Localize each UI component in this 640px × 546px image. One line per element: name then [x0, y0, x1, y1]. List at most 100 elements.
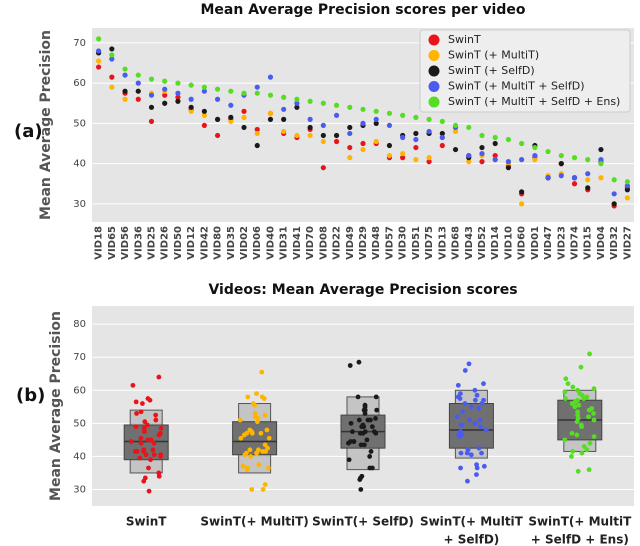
data-point [262, 442, 268, 448]
data-point [468, 404, 474, 410]
legend-marker [428, 96, 440, 108]
data-point [143, 452, 149, 458]
data-point [585, 185, 591, 191]
data-point [492, 157, 498, 163]
x-tick-label: VID22 [332, 226, 343, 260]
data-point [466, 152, 472, 159]
data-point [373, 120, 379, 126]
y-tick-label: 80 [73, 319, 86, 330]
data-point [532, 152, 538, 159]
panel-label: (b) [16, 385, 45, 406]
data-point [346, 457, 352, 463]
data-point [439, 130, 445, 137]
data-point [563, 376, 569, 382]
data-point [369, 424, 375, 430]
data-point [214, 96, 221, 102]
data-point [122, 96, 128, 102]
data-point [356, 417, 362, 423]
data-point [294, 104, 300, 110]
data-point [358, 475, 363, 481]
data-point [373, 108, 379, 114]
data-point [519, 201, 525, 207]
data-point [140, 401, 145, 406]
data-point [479, 401, 485, 406]
data-point [477, 417, 483, 423]
x-tick-label: VID68 [451, 226, 462, 260]
data-point [586, 407, 592, 413]
data-point [175, 98, 181, 104]
data-point [565, 381, 571, 387]
data-point [400, 150, 406, 157]
data-point [247, 427, 253, 433]
data-point [158, 425, 164, 431]
data-point [373, 394, 379, 400]
data-point [362, 402, 368, 408]
x-tick-label: VID01 [530, 226, 541, 260]
data-point [109, 46, 115, 52]
data-point [138, 435, 144, 441]
data-point [267, 92, 274, 98]
data-point [472, 397, 478, 403]
data-point [148, 76, 155, 82]
data-point [386, 110, 393, 116]
legend-marker [428, 50, 440, 61]
data-point [452, 146, 459, 153]
data-point [413, 144, 419, 151]
data-point [133, 424, 139, 430]
x-tick-label: VID47 [543, 226, 554, 260]
data-point [162, 78, 168, 84]
chart-title: Mean Average Precision scores per video [201, 2, 526, 18]
x-tick-label: VID50 [173, 226, 184, 260]
data-point [357, 430, 363, 436]
data-point [249, 430, 255, 436]
data-point [581, 396, 587, 401]
data-point [492, 134, 498, 141]
data-point [320, 138, 326, 145]
legend-marker [428, 65, 440, 77]
data-point [374, 407, 380, 413]
legend-label: SwinT (+ MultiT + SelfD) [448, 80, 585, 93]
x-tick-label: VID27 [622, 226, 633, 260]
data-point [266, 435, 272, 441]
data-point [576, 402, 582, 408]
data-point [333, 132, 340, 139]
data-point [148, 457, 153, 463]
data-point [581, 444, 587, 449]
data-point [585, 171, 591, 177]
data-point [459, 422, 465, 428]
data-point [237, 417, 243, 423]
data-point [294, 132, 300, 139]
data-point [228, 118, 234, 124]
data-point [458, 450, 464, 456]
data-point [141, 447, 147, 453]
data-point [240, 463, 246, 469]
data-point [572, 404, 578, 410]
data-point [256, 462, 262, 468]
x-tick-label: VID41 [292, 226, 303, 260]
data-point [476, 445, 482, 451]
data-point [122, 88, 128, 94]
data-point [571, 181, 578, 187]
data-point [468, 452, 474, 458]
data-point [462, 368, 468, 373]
data-point [188, 96, 194, 102]
data-point [474, 462, 479, 468]
x-tick-label: VID80 [213, 226, 224, 260]
legend-marker [428, 34, 440, 46]
data-point [587, 440, 593, 446]
data-point [241, 114, 247, 120]
data-point [519, 189, 525, 195]
data-point [368, 449, 374, 454]
x-tick-label: SwinT(+ SelfD) [312, 515, 414, 529]
data-point [133, 399, 139, 405]
data-point [356, 359, 362, 365]
x-tick-label: VID74 [570, 226, 581, 260]
data-point [624, 195, 630, 201]
y-tick-label: 70 [73, 352, 86, 363]
data-point [519, 157, 525, 163]
data-point [611, 177, 617, 183]
data-point [144, 422, 150, 428]
data-point [141, 425, 147, 431]
data-point [347, 363, 353, 368]
data-point [162, 100, 168, 106]
